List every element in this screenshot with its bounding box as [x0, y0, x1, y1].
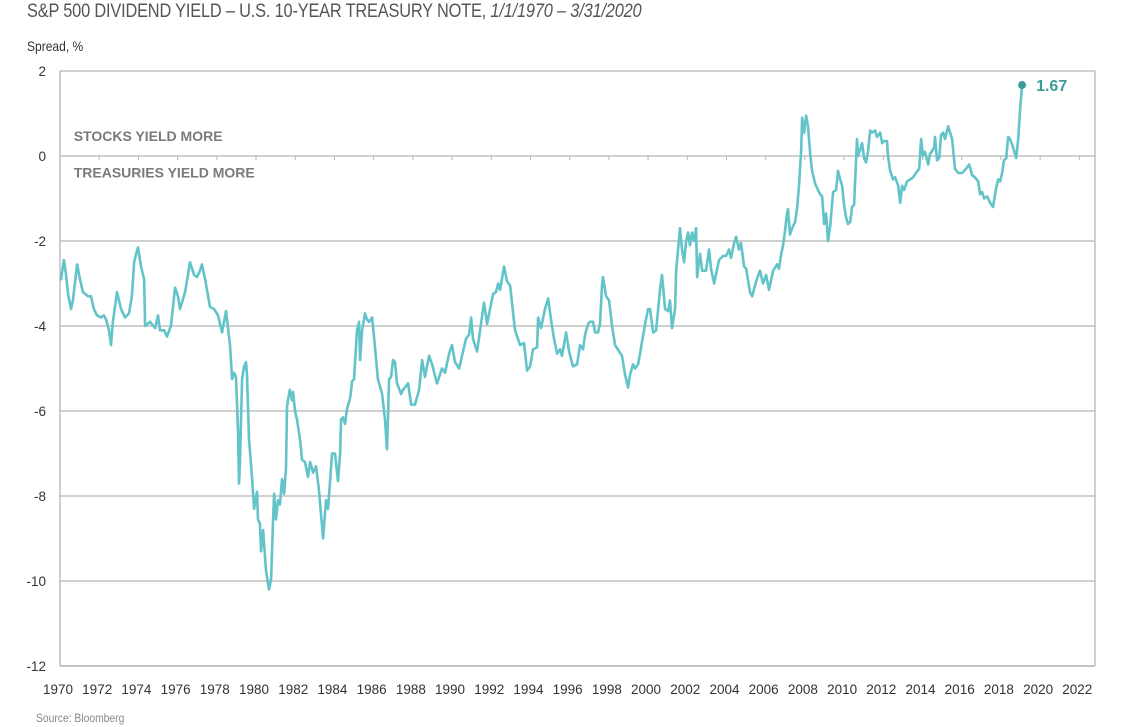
x-tick-label: 2002	[670, 682, 700, 697]
x-tick-label: 2010	[827, 682, 857, 697]
x-tick-label: 2020	[1023, 682, 1053, 697]
x-tick-label: 2000	[631, 682, 661, 697]
x-tick-label: 1984	[317, 682, 348, 697]
x-tick-label: 1970	[43, 682, 73, 697]
y-tick-label: -4	[34, 319, 46, 334]
x-axis-ticks	[98, 156, 1080, 160]
x-tick-label: 1996	[553, 682, 583, 697]
x-tick-label: 1990	[435, 682, 465, 697]
x-tick-label: 1994	[513, 682, 544, 697]
series-line	[59, 83, 1024, 591]
series-layer: 1.67	[59, 78, 1067, 591]
x-tick-label: 2008	[788, 682, 818, 697]
y-tick-label: -10	[26, 574, 46, 589]
x-tick-label: 1986	[357, 682, 387, 697]
x-tick-label: 2004	[709, 682, 740, 697]
x-tick-label: 2016	[945, 682, 975, 697]
x-tick-label: 2006	[749, 682, 779, 697]
end-value-label: 1.67	[1036, 78, 1067, 95]
y-axis-label: Spread, %	[27, 38, 84, 54]
x-tick-label: 2014	[905, 682, 936, 697]
y-axis-tick-labels: 2 0 -2 -4 -6 -8 -10 -12	[26, 64, 46, 674]
x-tick-label: 2018	[984, 682, 1014, 697]
annotation-label: TREASURIES YIELD MORE	[74, 164, 255, 180]
chart-title-date-range: 1/1/1970 – 3/31/2020	[490, 1, 642, 22]
x-tick-label: 2022	[1062, 682, 1092, 697]
x-tick-label: 1980	[239, 682, 269, 697]
x-tick-label: 1978	[200, 682, 230, 697]
x-tick-label: 1998	[592, 682, 622, 697]
annotations: STOCKS YIELD MORE TREASURIES YIELD MORE	[74, 128, 255, 180]
annotation-label: STOCKS YIELD MORE	[74, 128, 223, 144]
plot-frame	[59, 71, 1096, 667]
series-end-point	[1018, 81, 1027, 90]
y-tick-label: -8	[34, 489, 46, 504]
x-tick-label: 1992	[474, 682, 504, 697]
x-tick-label: 1974	[121, 682, 152, 697]
gridlines	[60, 70, 1095, 667]
y-tick-label: -2	[34, 234, 46, 249]
x-tick-label: 1988	[396, 682, 426, 697]
y-tick-label: -12	[26, 659, 46, 674]
chart-title-main: S&P 500 DIVIDEND YIELD – U.S. 10-YEAR TR…	[27, 1, 487, 22]
y-tick-label: -6	[34, 404, 46, 419]
x-tick-label: 2012	[866, 682, 896, 697]
source-note: Source: Bloomberg	[36, 711, 125, 725]
x-axis-tick-labels: 1970 1972 1974 1976 1978 1980 1982 1984 1986 1988…	[43, 682, 1092, 697]
x-tick-label: 1976	[161, 682, 191, 697]
y-tick-label: 2	[38, 64, 46, 79]
y-tick-label: 0	[38, 149, 46, 164]
x-tick-label: 1982	[278, 682, 308, 697]
chart-title: S&P 500 DIVIDEND YIELD – U.S. 10-YEAR TR…	[27, 1, 642, 23]
x-tick-label: 1972	[82, 682, 112, 697]
